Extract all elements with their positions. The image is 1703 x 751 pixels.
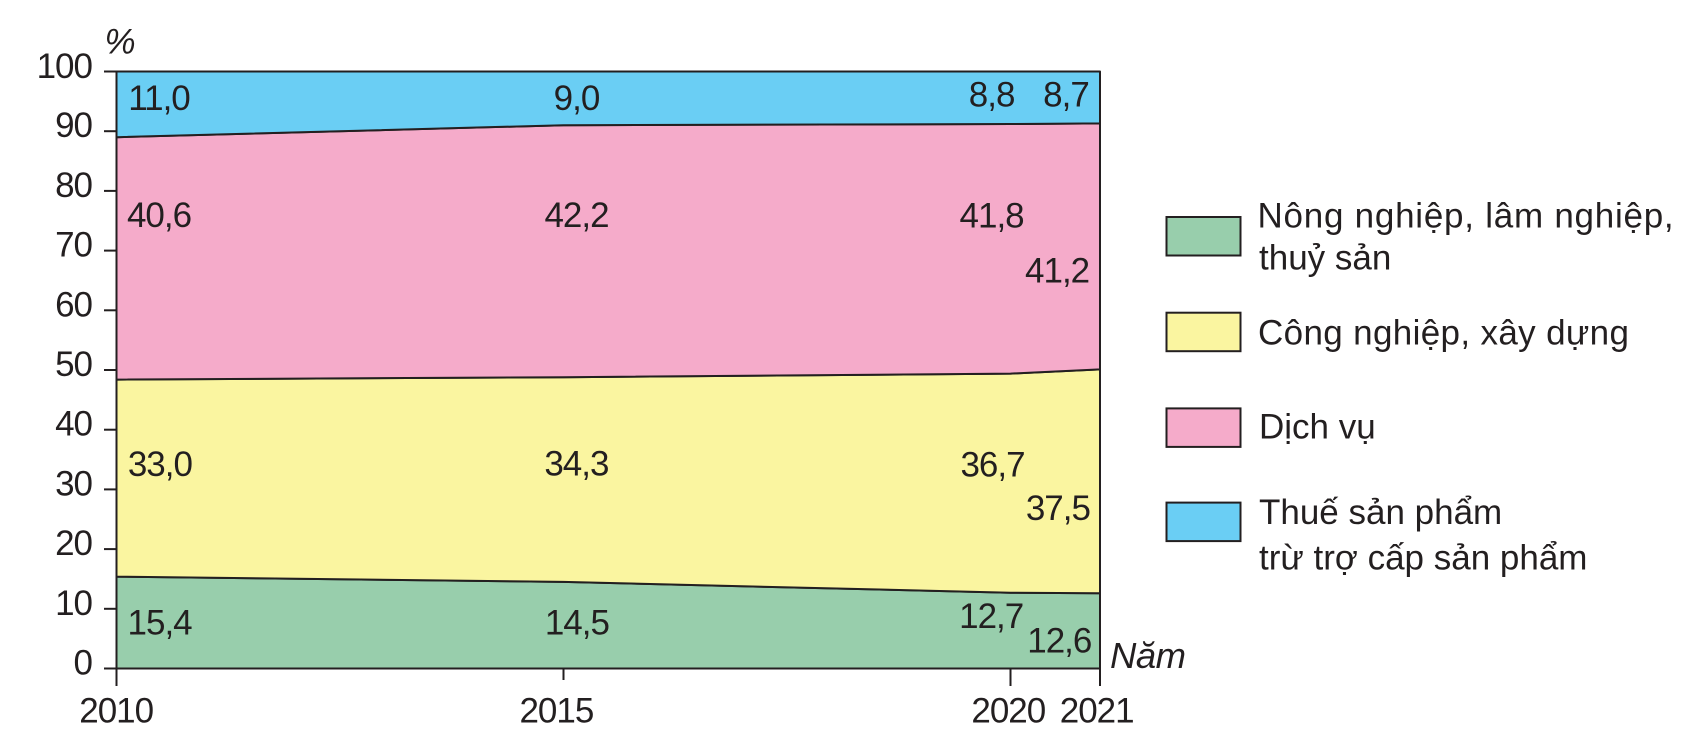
svg-text:40: 40 bbox=[55, 405, 92, 444]
svg-text:20: 20 bbox=[55, 524, 92, 563]
svg-text:Thuế sản phẩm: Thuế sản phẩm bbox=[1259, 493, 1502, 532]
svg-text:Nông nghiệp, lâm nghiệp,: Nông nghiệp, lâm nghiệp, bbox=[1258, 197, 1675, 236]
svg-text:2020: 2020 bbox=[971, 692, 1045, 731]
svg-text:12,7: 12,7 bbox=[959, 597, 1023, 636]
svg-text:37,5: 37,5 bbox=[1026, 489, 1090, 528]
svg-text:15,4: 15,4 bbox=[128, 604, 193, 643]
svg-text:100: 100 bbox=[37, 47, 93, 86]
svg-text:Năm: Năm bbox=[1110, 635, 1186, 676]
svg-text:80: 80 bbox=[55, 166, 92, 205]
svg-text:40,6: 40,6 bbox=[127, 196, 191, 235]
svg-text:70: 70 bbox=[55, 226, 92, 265]
svg-text:Dịch vụ: Dịch vụ bbox=[1259, 408, 1376, 447]
svg-text:14,5: 14,5 bbox=[545, 604, 609, 643]
svg-text:50: 50 bbox=[55, 345, 92, 384]
svg-text:%: % bbox=[105, 23, 135, 62]
svg-text:thuỷ sản: thuỷ sản bbox=[1259, 239, 1391, 278]
svg-text:90: 90 bbox=[55, 106, 92, 145]
svg-text:33,0: 33,0 bbox=[128, 445, 193, 484]
svg-text:trừ trợ cấp sản phẩm: trừ trợ cấp sản phẩm bbox=[1259, 539, 1587, 578]
svg-text:12,6: 12,6 bbox=[1027, 622, 1091, 661]
svg-text:8,7: 8,7 bbox=[1043, 76, 1089, 115]
svg-text:2010: 2010 bbox=[79, 692, 153, 731]
svg-text:9,0: 9,0 bbox=[554, 79, 600, 118]
svg-text:8,8: 8,8 bbox=[969, 76, 1015, 115]
svg-text:2015: 2015 bbox=[519, 692, 593, 731]
svg-text:34,3: 34,3 bbox=[544, 445, 608, 484]
svg-text:0: 0 bbox=[74, 644, 93, 683]
svg-text:10: 10 bbox=[55, 584, 92, 623]
svg-text:30: 30 bbox=[55, 464, 92, 503]
svg-text:2021: 2021 bbox=[1060, 692, 1134, 731]
svg-text:42,2: 42,2 bbox=[544, 196, 608, 235]
svg-text:41,2: 41,2 bbox=[1025, 252, 1089, 291]
svg-text:60: 60 bbox=[55, 285, 92, 324]
svg-text:11,0: 11,0 bbox=[128, 79, 190, 118]
svg-text:Công nghiệp, xây dựng: Công nghiệp, xây dựng bbox=[1258, 314, 1629, 353]
svg-text:36,7: 36,7 bbox=[960, 446, 1024, 485]
svg-text:41,8: 41,8 bbox=[960, 197, 1024, 236]
